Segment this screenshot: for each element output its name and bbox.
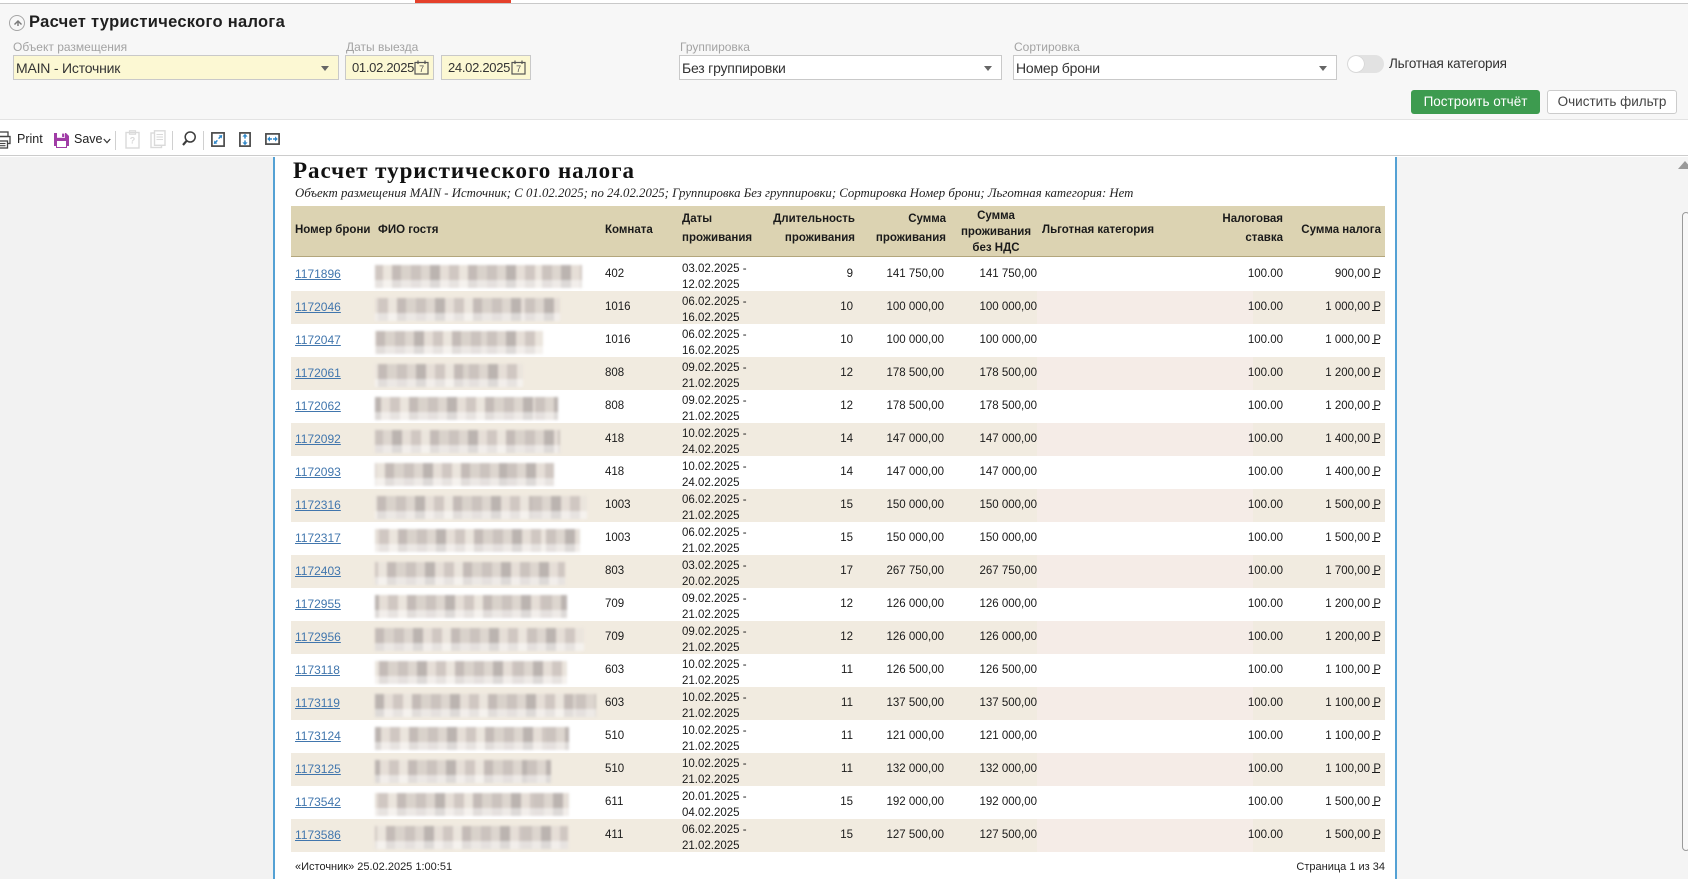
svg-text:?: ? — [130, 136, 136, 146]
svg-text:7: 7 — [516, 64, 521, 74]
svg-text:7: 7 — [419, 64, 424, 74]
